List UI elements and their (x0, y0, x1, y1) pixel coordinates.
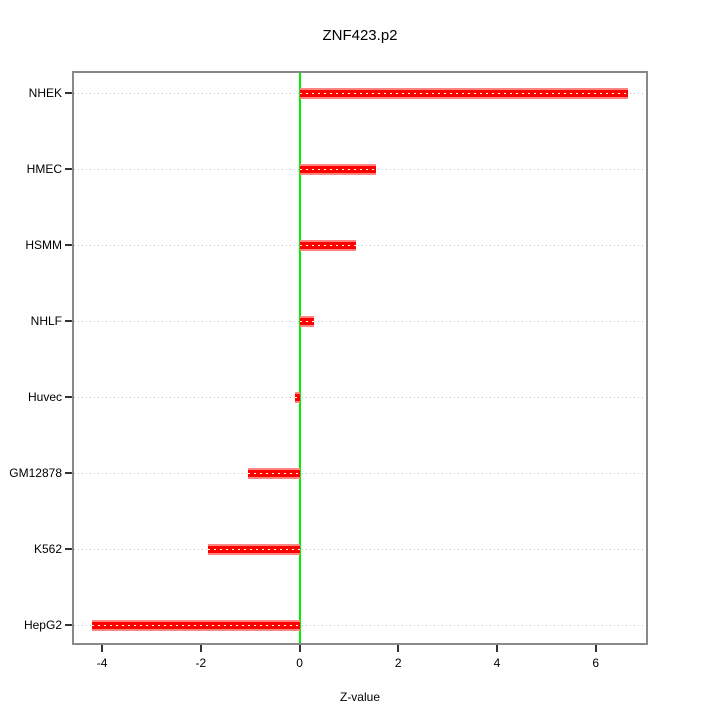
y-tick-label-hepg2: HepG2 (23, 618, 62, 632)
gridline (74, 625, 646, 626)
bar-hepg2 (92, 620, 300, 631)
x-tick-mark (495, 645, 498, 652)
y-tick-label-hmec: HMEC (26, 162, 62, 176)
gridline (74, 473, 646, 474)
plot-area (72, 71, 648, 645)
x-tick-mark (298, 645, 301, 652)
bar-k562 (208, 544, 300, 555)
x-tick-mark (199, 645, 202, 652)
gridline (74, 245, 646, 246)
y-tick-label-nhlf: NHLF (30, 314, 62, 328)
x-tick-mark (397, 645, 400, 652)
x-tick-label: 0 (296, 656, 303, 670)
bar-huvec (294, 392, 300, 403)
x-tick-label: 4 (493, 656, 501, 670)
zero-reference-line (298, 73, 301, 643)
y-tick-label-nhek: NHEK (28, 86, 62, 100)
x-tick-label: 2 (394, 656, 402, 670)
x-tick-mark (594, 645, 597, 652)
gridline (74, 321, 646, 322)
y-tick-label-k562: K562 (33, 542, 62, 556)
x-tick-label: -2 (195, 656, 207, 670)
bar-nhek (299, 88, 628, 99)
y-tick-mark (65, 548, 72, 550)
y-tick-mark (65, 624, 72, 626)
x-tick-label: 6 (592, 656, 600, 670)
y-tick-label-huvec: Huvec (27, 390, 62, 404)
y-tick-mark (65, 92, 72, 94)
bar-hsmm (299, 240, 357, 251)
x-axis-title: Z-value (339, 690, 380, 704)
y-tick-mark (65, 396, 72, 398)
chart-title: ZNF423.p2 (322, 27, 398, 44)
y-tick-mark (65, 244, 72, 246)
gridline (74, 397, 646, 398)
y-tick-mark (65, 168, 72, 170)
x-tick-label: -4 (96, 656, 108, 670)
bar-nhlf (299, 316, 315, 327)
gridline (74, 549, 646, 550)
bar-gm12878 (247, 468, 300, 479)
y-tick-label-gm12878: GM12878 (9, 466, 62, 480)
y-tick-mark (65, 320, 72, 322)
bar-hmec (299, 164, 377, 175)
y-tick-mark (65, 472, 72, 474)
y-tick-label-hsmm: HSMM (25, 238, 62, 252)
x-tick-mark (101, 645, 104, 652)
